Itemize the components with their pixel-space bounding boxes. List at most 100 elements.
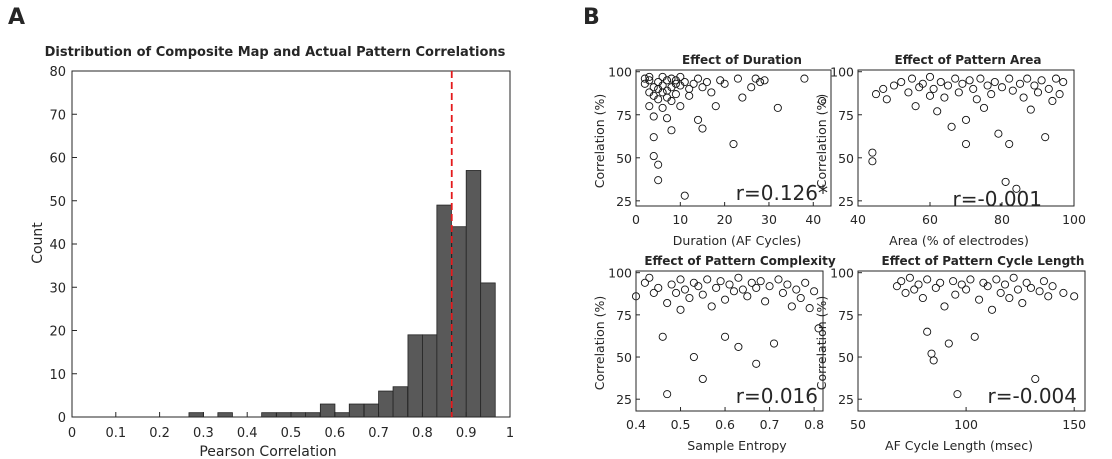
scatter-y-tick-label: 75 xyxy=(616,308,632,323)
scatter-point xyxy=(774,275,783,284)
scatter-point xyxy=(961,139,971,149)
scatter-x-tick-label: 40 xyxy=(850,212,866,227)
scatter-y-tick-label: 25 xyxy=(616,194,632,209)
scatter-point xyxy=(1015,79,1025,88)
scatter-axes-box xyxy=(635,270,824,412)
histogram-x-tick-label: 0.7 xyxy=(368,426,389,441)
scatter-point xyxy=(676,275,685,284)
scatter-point xyxy=(997,83,1007,92)
scatter-point xyxy=(965,76,974,85)
scatter-point xyxy=(796,293,805,303)
scatter-point xyxy=(1059,288,1068,297)
scatter-point xyxy=(1000,280,1010,289)
histogram-y-tick-label: 20 xyxy=(49,325,66,340)
scatter-y-tick-label: 50 xyxy=(838,350,854,365)
scatter-point xyxy=(792,285,801,294)
histogram-bar xyxy=(319,403,336,418)
scatter-x-tick-label: 0.6 xyxy=(715,417,735,432)
histogram-y-tick-label: 80 xyxy=(49,65,66,80)
scatter-point xyxy=(685,91,694,100)
scatter-point xyxy=(773,103,782,112)
histogram-x-tick-label: 0.1 xyxy=(105,426,126,441)
histogram-bar xyxy=(290,412,306,418)
scatter-point xyxy=(725,280,734,289)
scatter-y-tick-label: 100 xyxy=(830,65,854,80)
histogram-y-tick-label: 40 xyxy=(49,238,66,253)
scatter-point xyxy=(680,285,690,294)
scatter-point xyxy=(923,275,932,284)
scatter-point xyxy=(801,278,810,287)
scatter-point xyxy=(702,78,711,87)
scatter-point xyxy=(787,302,796,311)
scatter-point xyxy=(698,290,707,299)
scatter-point xyxy=(720,295,730,304)
histogram-bar xyxy=(407,334,423,418)
scatter-point xyxy=(1018,298,1027,308)
histogram-x-tick-label: 1 xyxy=(506,426,514,441)
scatter-pattern-complexity: Effect of Pattern Complexity Sample Entr… xyxy=(592,254,836,453)
histogram-bar xyxy=(465,170,482,418)
scatter-cycle-length: Effect of Pattern Cycle Length AF Cycle … xyxy=(814,254,1086,453)
scatter-point xyxy=(689,79,698,88)
scatter-point xyxy=(649,288,658,297)
histogram-bar xyxy=(480,282,496,418)
scatter-point xyxy=(720,332,730,341)
histogram-ylabel: Count xyxy=(30,222,46,264)
scatter-y-tick-label: 50 xyxy=(838,151,854,166)
scatter-y-tick-label: 100 xyxy=(608,65,632,80)
scatter-point xyxy=(752,283,761,292)
scatter-point xyxy=(1009,273,1018,282)
scatter-point xyxy=(654,176,663,185)
histogram-bar xyxy=(378,390,394,418)
scatter-x-tick-label: 100 xyxy=(1062,212,1086,227)
scatter-point xyxy=(918,293,927,303)
scatter-point xyxy=(689,352,698,362)
scatter-ylabel: Correlation (%) xyxy=(592,296,607,391)
scatter-y-tick-label: 100 xyxy=(830,266,854,281)
scatter-point xyxy=(1022,278,1031,287)
scatter-point xyxy=(676,102,685,111)
scatter-point xyxy=(1033,88,1043,97)
histogram-plot-area: 0 0.1 0.2 0.3 0.4 0.5 0.6 0.7 0.8 0.9 101020304050… xyxy=(49,65,514,441)
scatter-point xyxy=(983,81,992,90)
scatter-point xyxy=(1051,74,1061,83)
scatter-point xyxy=(662,114,672,123)
scatter-point xyxy=(1023,74,1032,83)
scatter-x-tick-label: 30 xyxy=(761,212,777,227)
scatter-point xyxy=(680,191,689,200)
histogram-bar xyxy=(421,334,438,418)
scatter-point xyxy=(949,277,958,286)
scatter-point xyxy=(972,95,981,104)
scatter-point xyxy=(743,292,752,301)
scatter-point xyxy=(1005,139,1014,149)
scatter-point xyxy=(879,84,888,93)
scatter-y-tick-label: 25 xyxy=(616,392,632,407)
scatter-ylabel: Correlation (%) xyxy=(592,94,607,189)
scatter-title: Effect of Pattern Cycle Length xyxy=(882,254,1085,268)
scatter-point xyxy=(752,359,761,368)
scatter-point xyxy=(953,390,962,399)
scatter-title: Effect of Pattern Complexity xyxy=(644,254,836,268)
scatter-annotation: r=0.016 xyxy=(736,384,818,408)
scatter-point xyxy=(1031,374,1040,384)
histogram-title: Distribution of Composite Map and Actual… xyxy=(45,45,506,60)
scatter-y-tick-label: 100 xyxy=(608,266,632,281)
scatter-point xyxy=(800,74,809,83)
scatter-point xyxy=(760,76,769,85)
scatter-point xyxy=(663,298,672,308)
scatter-x-tick-label: 150 xyxy=(1062,417,1086,432)
histogram-y-tick-label: 70 xyxy=(49,108,66,123)
scatter-axes-box xyxy=(635,69,832,207)
histogram-bar xyxy=(363,403,380,418)
scatter-point xyxy=(897,277,906,286)
scatter-point xyxy=(954,88,963,97)
scatter-point xyxy=(645,102,654,111)
scatter-point xyxy=(698,124,707,133)
histogram-y-tick-label: 30 xyxy=(49,281,66,296)
scatter-point xyxy=(667,74,676,83)
histogram-bar xyxy=(261,412,277,418)
histogram-x-tick-label: 0.2 xyxy=(149,426,170,441)
scatter-point xyxy=(654,95,663,104)
scatter-point xyxy=(698,83,707,92)
scatter-point xyxy=(1037,76,1046,85)
